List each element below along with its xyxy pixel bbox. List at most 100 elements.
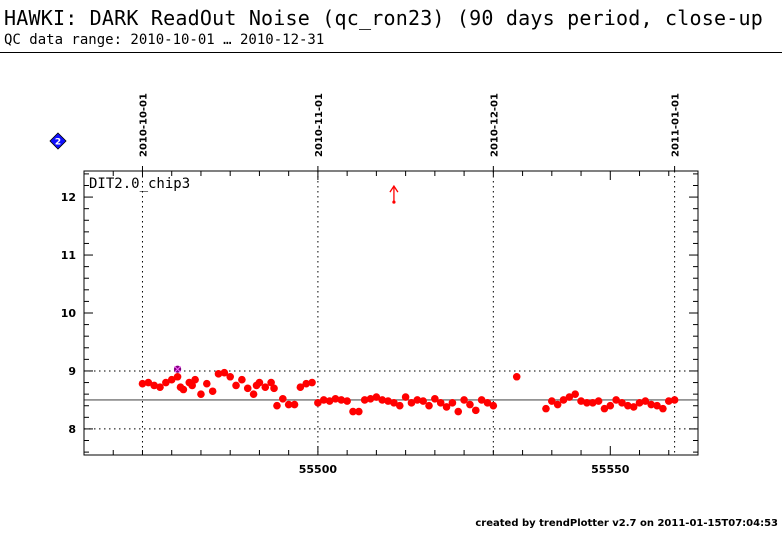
data-point [577, 397, 585, 405]
header-divider [0, 52, 782, 53]
data-point [144, 378, 153, 387]
special-point [173, 365, 182, 373]
data-point [284, 400, 293, 409]
data-point [559, 396, 568, 404]
data-point [279, 394, 287, 403]
data-point [466, 400, 474, 409]
special-point-cross [174, 365, 181, 373]
x-tick-label: 55500 [299, 463, 338, 476]
data-point [220, 368, 229, 377]
chip-badge-icon[interactable]: 2 [49, 132, 67, 150]
data-point [471, 406, 480, 415]
data-point [460, 396, 468, 404]
date-marker-label: 2010-11-01 [314, 93, 325, 157]
data-point [355, 407, 363, 416]
data-point [425, 401, 433, 410]
data-point [436, 399, 445, 407]
data-point [548, 397, 556, 405]
data-point [612, 396, 620, 404]
data-point [419, 397, 427, 405]
data-point [448, 399, 457, 407]
data-point [384, 397, 392, 405]
data-point [477, 396, 486, 404]
y-tick-label: 9 [68, 365, 76, 378]
y-tick-label: 12 [61, 191, 76, 204]
data-point [325, 397, 334, 405]
data-point [261, 383, 270, 391]
data-point [653, 401, 661, 410]
page-title: HAWKI: DARK ReadOut Noise (qc_ron23) (90… [4, 6, 763, 30]
outlier-arrow-base [392, 200, 396, 204]
trend-chart: 2010-10-01 2010-11-01 2010-12-01 2011-01-01… [49, 93, 699, 476]
chip-badge-label: 2 [55, 138, 61, 148]
data-point [267, 378, 275, 387]
qc-date-range: QC data range: 2010-10-01 … 2010-12-31 [4, 32, 325, 48]
data-point [249, 390, 258, 398]
data-point [442, 403, 451, 411]
data-point [629, 403, 638, 411]
data-point [407, 399, 416, 407]
date-marker-label: 2010-10-01 [138, 93, 149, 157]
data-point [214, 370, 223, 378]
data-point [378, 396, 387, 404]
data-point [659, 404, 667, 413]
data-point [208, 387, 217, 396]
date-marker-labels: 2010-10-01 2010-11-01 2010-12-01 2011-01-01 [138, 93, 681, 157]
data-point [138, 379, 147, 388]
date-marker-label: 2010-12-01 [489, 93, 500, 157]
data-point [635, 399, 644, 407]
data-point [255, 378, 264, 387]
data-point [366, 394, 375, 403]
data-point [489, 401, 498, 410]
data-point [360, 396, 369, 404]
data-point [302, 379, 311, 388]
data-point [331, 394, 340, 403]
data-point [618, 399, 626, 407]
data-point [542, 404, 550, 413]
data-point [641, 397, 650, 405]
data-point [197, 390, 205, 398]
panel-label: DIT2.0_chip3 [89, 176, 190, 192]
y-tick-label: 10 [61, 307, 77, 320]
data-point [308, 378, 316, 387]
data-point [296, 383, 305, 391]
data-point [314, 399, 322, 407]
data-point [390, 399, 398, 407]
data-point [401, 393, 410, 401]
data-point [647, 400, 656, 409]
data-point [179, 385, 188, 394]
data-point [319, 396, 328, 404]
data-point [232, 381, 240, 390]
data-point [454, 407, 463, 416]
data-point [270, 384, 278, 393]
plot-frame [83, 170, 699, 456]
data-point [162, 378, 170, 387]
data-point [238, 375, 246, 384]
x-tick-label: 55550 [591, 463, 630, 476]
data-point [150, 381, 158, 390]
data-point [290, 400, 299, 409]
data-point [167, 375, 176, 384]
data-point [571, 390, 579, 398]
date-marker-label: 2011-01-01 [671, 93, 682, 157]
data-point [226, 372, 234, 381]
data-point [191, 375, 199, 384]
data-point [588, 399, 597, 407]
outlier-arrow-head [389, 184, 399, 193]
data-point [594, 397, 603, 405]
data-point [512, 372, 521, 381]
data-point [349, 407, 357, 416]
data-point [483, 399, 492, 407]
data-point [583, 399, 591, 407]
y-tick-label: 11 [61, 249, 76, 262]
data-point [372, 393, 381, 401]
data-point [431, 394, 439, 403]
data-point [343, 397, 351, 405]
data-point [203, 379, 211, 388]
data-point [156, 383, 164, 391]
data-point [565, 393, 574, 401]
data-point [606, 401, 615, 410]
y-tick-label: 8 [68, 423, 76, 436]
data-point [413, 396, 422, 404]
data-point [243, 384, 252, 393]
